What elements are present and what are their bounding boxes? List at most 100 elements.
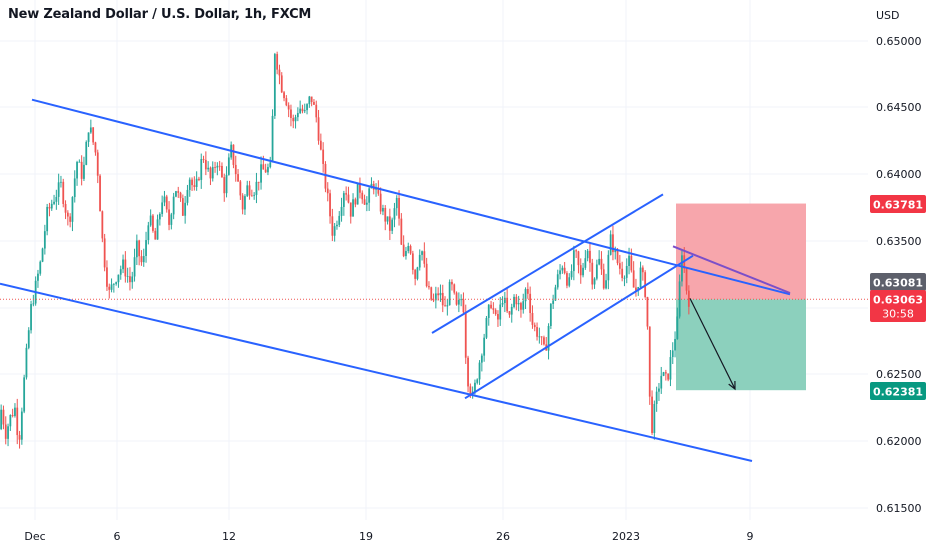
- candle-body: [664, 372, 667, 374]
- candle-body: [55, 196, 58, 202]
- candle-body: [92, 127, 95, 143]
- candle-body: [170, 214, 173, 225]
- current-price-label-bg[interactable]: [870, 290, 926, 322]
- candle-body: [398, 197, 400, 219]
- candle-body: [630, 255, 633, 271]
- candle-body: [510, 306, 513, 315]
- candle-body: [359, 182, 361, 193]
- rising-channel-lower-line[interactable]: [464, 254, 694, 400]
- take-profit-zone[interactable]: [676, 299, 806, 391]
- candle-body: [184, 202, 187, 216]
- candle-body: [227, 157, 230, 175]
- candle-body: [476, 379, 479, 383]
- candle-body: [124, 259, 127, 277]
- candle-body: [32, 303, 35, 305]
- candle-body: [267, 167, 269, 173]
- candle-body: [409, 246, 412, 254]
- candle-body: [202, 159, 205, 160]
- candle-body: [66, 212, 69, 217]
- candle-body: [623, 277, 626, 279]
- candle-body: [566, 273, 568, 286]
- channel-lower-trendline[interactable]: [0, 282, 753, 462]
- candle-body: [43, 231, 46, 249]
- candle-body: [218, 165, 221, 167]
- candle-body: [53, 201, 55, 204]
- candle-body: [140, 256, 143, 263]
- candle-body: [342, 193, 345, 207]
- candle-body: [329, 193, 331, 217]
- candle-body: [543, 337, 545, 345]
- candle-body: [165, 196, 168, 210]
- candle-body: [646, 296, 649, 327]
- candle-body: [175, 191, 177, 197]
- candle-body: [614, 250, 617, 253]
- candle-body: [50, 203, 53, 209]
- prev-close-price-label-bg[interactable]: [870, 273, 926, 291]
- candle-body: [264, 169, 267, 173]
- purple-trendline[interactable]: [672, 245, 791, 294]
- time-tick-label: 6: [114, 530, 121, 543]
- candle-body: [485, 318, 488, 338]
- candle-body: [294, 117, 297, 122]
- candle-body: [361, 192, 364, 200]
- candle-body: [306, 104, 308, 111]
- candle-body: [303, 110, 306, 112]
- target-price-label-bg[interactable]: [870, 382, 926, 400]
- candle-body: [681, 255, 683, 282]
- price-tick-label: 0.63500: [876, 235, 922, 248]
- candle-body: [522, 301, 525, 310]
- candle-body: [621, 268, 624, 279]
- candle-body: [257, 181, 260, 183]
- candle-body: [57, 182, 60, 197]
- stop-loss-zone[interactable]: [676, 203, 806, 300]
- candle-body: [345, 193, 348, 195]
- rising-channel-upper-line[interactable]: [431, 193, 664, 334]
- candle-body: [96, 152, 99, 176]
- candle-body: [163, 196, 166, 203]
- candle-body: [156, 219, 159, 240]
- price-tick-label: 0.65000: [876, 35, 922, 48]
- candle-body: [0, 409, 3, 429]
- price-tick-label: 0.64000: [876, 168, 922, 181]
- candle-body: [191, 179, 193, 186]
- stop-price-label-bg[interactable]: [870, 195, 926, 213]
- candle-body: [253, 194, 256, 196]
- candle-body: [579, 265, 582, 276]
- candle-body: [133, 257, 136, 277]
- candle-body: [616, 250, 619, 264]
- candle-body: [260, 164, 262, 183]
- time-tick-label: 26: [496, 530, 510, 543]
- candle-body: [607, 254, 610, 281]
- candle-body: [375, 188, 377, 190]
- candle-body: [648, 326, 651, 397]
- time-tick-label: 19: [359, 530, 373, 543]
- candle-body: [685, 268, 688, 291]
- candle-body: [39, 261, 42, 274]
- candle-body: [296, 113, 299, 118]
- candle-body: [301, 108, 304, 112]
- candle-body: [600, 258, 603, 270]
- candle-body: [172, 196, 175, 215]
- candle-body: [244, 196, 246, 210]
- candle-body: [186, 189, 189, 203]
- candle-body: [602, 269, 605, 289]
- bar-countdown-label: 30:58: [882, 308, 914, 321]
- candle-body: [418, 254, 421, 268]
- candle-body: [319, 140, 322, 150]
- candle-body: [122, 259, 124, 270]
- channel-upper-trendline[interactable]: [31, 98, 791, 296]
- candle-body: [195, 178, 198, 187]
- candle-body: [490, 304, 492, 309]
- candle-body: [400, 218, 403, 245]
- candle-body: [503, 297, 506, 304]
- candle-body: [119, 269, 122, 275]
- candle-body: [7, 426, 9, 439]
- candle-body: [94, 142, 97, 153]
- candle-body: [457, 299, 460, 305]
- candle-body: [559, 270, 561, 275]
- projection-arrow[interactable]: [689, 298, 736, 390]
- candle-body: [221, 165, 223, 178]
- candle-body: [377, 188, 380, 194]
